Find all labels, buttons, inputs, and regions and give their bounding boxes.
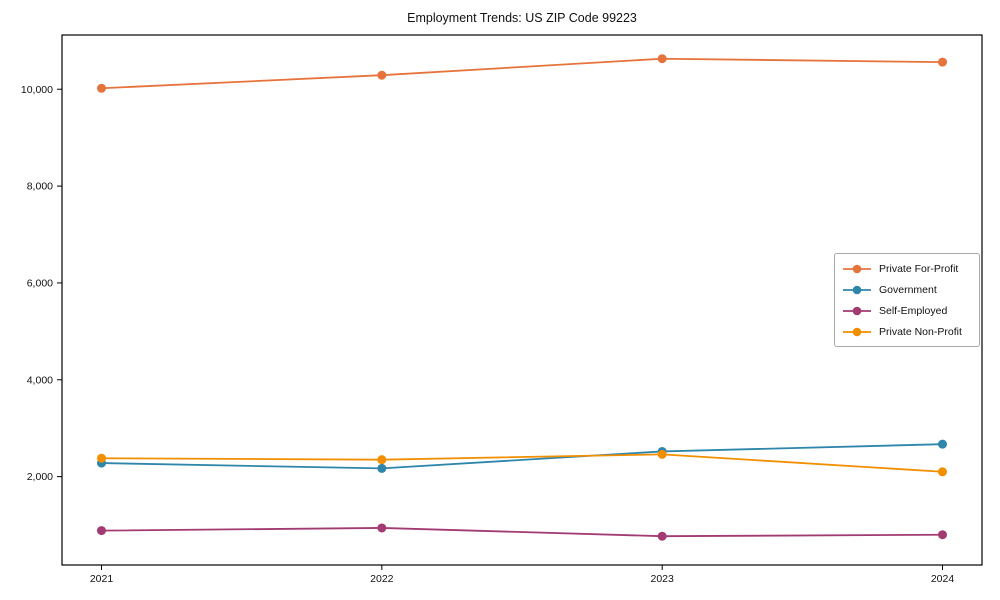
point-self-employed-2023 [657,531,667,541]
point-private-for-profit-2024 [938,57,947,67]
point-private-non-profit-2023 [657,449,667,459]
y-tick-label: 8,000 [27,181,53,193]
point-private-non-profit-2024 [938,467,947,477]
chart-title: Employment Trends: US ZIP Code 99223 [407,11,637,25]
x-tick-label: 2022 [370,573,394,585]
plot-border [61,34,983,566]
y-tick-label: 6,000 [27,278,53,290]
x-tick-label: 2024 [931,573,955,585]
legend-label-private-non-profit: Private Non-Profit [879,325,962,338]
line-government [100,443,944,470]
x-tick-label: 2021 [90,573,114,585]
legend-marker-government [843,285,871,294]
point-private-for-profit-2023 [657,54,667,64]
line-private-non-profit [100,453,944,473]
point-self-employed-2021 [97,526,106,536]
legend-item-self-employed: Self-Employed [842,301,972,321]
y-tick-label: 10,000 [21,84,53,96]
point-self-employed-2024 [938,530,947,540]
legend-item-private-for-profit: Private For-Profit [842,259,972,279]
point-government-2024 [938,439,947,449]
point-private-non-profit-2021 [97,453,106,463]
point-private-non-profit-2022 [377,455,387,465]
legend-label-private-for-profit: Private For-Profit [879,262,959,275]
line-self-employed [100,527,944,538]
point-private-for-profit-2021 [97,83,106,93]
legend-marker-self-employed [843,306,871,315]
point-private-for-profit-2022 [377,70,387,80]
legend-item-private-non-profit: Private Non-Profit [842,322,972,342]
legend-item-government: Government [842,280,972,300]
point-government-2022 [377,463,387,473]
legend-marker-private-non-profit [843,327,871,336]
legend: Private For-Profit Government Self-Employe… [834,253,980,347]
x-tick-label: 2023 [650,573,674,585]
legend-label-self-employed: Self-Employed [879,304,948,317]
line-private-for-profit [100,57,944,90]
y-tick-label: 2,000 [27,471,53,483]
y-tick-label: 4,000 [27,374,53,386]
legend-label-government: Government [879,283,937,296]
point-self-employed-2022 [377,523,387,533]
legend-marker-private-for-profit [843,264,871,273]
